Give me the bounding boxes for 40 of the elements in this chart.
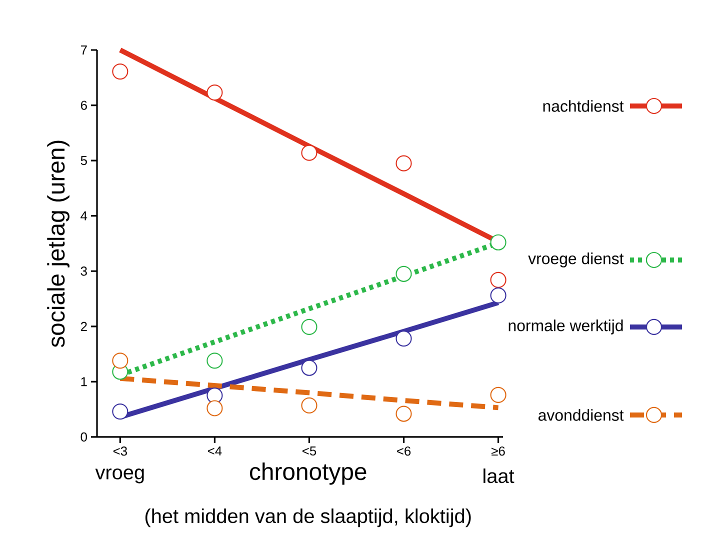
legend-label: nachtdienst xyxy=(543,100,624,112)
x-tick-label: <3 xyxy=(113,446,127,456)
point xyxy=(490,386,506,404)
point xyxy=(396,330,412,347)
x-tick-label: ≥6 xyxy=(492,446,505,456)
y-tick-label: 7 xyxy=(80,46,87,54)
legend-label: avonddienst xyxy=(538,409,624,421)
x-tick-label: <4 xyxy=(208,446,222,456)
text: (het midden van de slaaptijd, kloktijd) xyxy=(145,508,471,528)
text: laat xyxy=(484,468,514,484)
point xyxy=(301,144,318,161)
point xyxy=(206,84,223,101)
text: vroeg xyxy=(95,468,144,484)
point xyxy=(112,404,128,420)
point xyxy=(396,266,412,282)
y-tick-label: 2 xyxy=(80,322,87,331)
x-axis-title: chronotype xyxy=(250,462,366,485)
point xyxy=(301,318,318,336)
point xyxy=(396,406,412,422)
point xyxy=(206,352,223,369)
y-tick-label: 0 xyxy=(80,432,87,442)
x-tick-label: <5 xyxy=(302,446,316,456)
point xyxy=(396,155,412,172)
point xyxy=(206,400,223,416)
point xyxy=(490,272,506,288)
point xyxy=(112,352,128,369)
y-tick-label: 6 xyxy=(80,100,87,110)
point xyxy=(112,64,128,80)
point xyxy=(301,397,318,414)
y-tick-label: 1 xyxy=(81,377,87,386)
legend-label: normale werktijd xyxy=(508,320,623,334)
legend-label: vroege dienst xyxy=(528,252,624,268)
y-tick-label: 5 xyxy=(80,156,87,166)
point xyxy=(301,360,318,376)
y-tick-label: 4 xyxy=(80,211,88,220)
y-axis-title: sociale jetlag (uren) xyxy=(47,140,70,348)
point xyxy=(490,287,506,304)
point xyxy=(490,234,506,250)
x-tick-label: <6 xyxy=(397,446,411,456)
y-tick-label: 3 xyxy=(80,266,87,276)
